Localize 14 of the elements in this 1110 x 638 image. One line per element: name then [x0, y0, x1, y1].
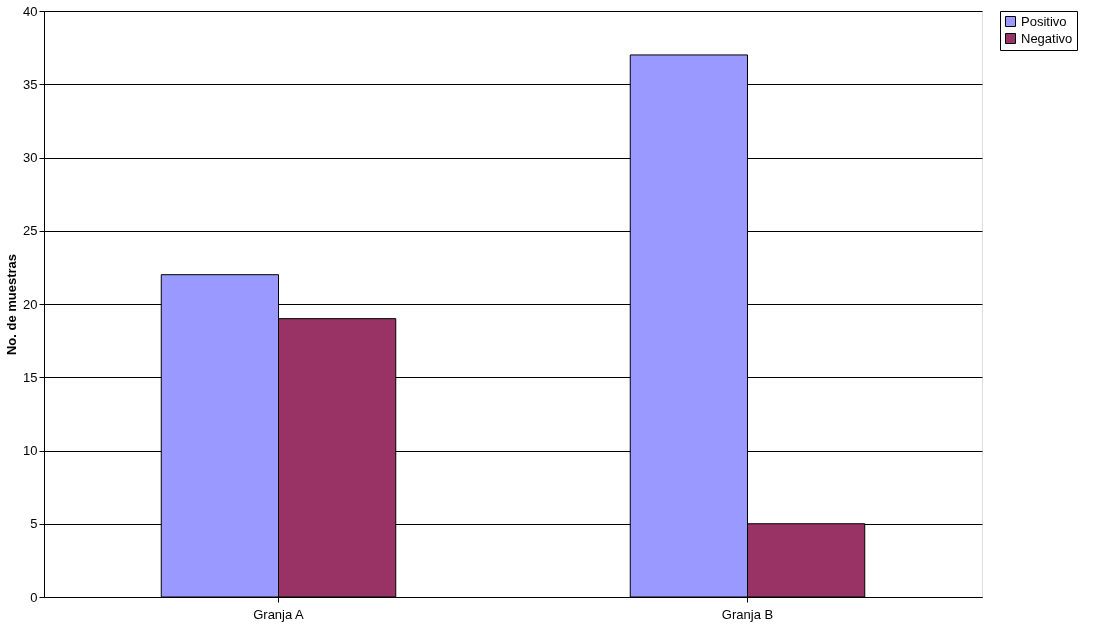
y-axis-title: No. de muestras	[4, 253, 20, 356]
x-tick-label: Granja A	[253, 606, 305, 622]
y-tick-label: 5	[30, 516, 38, 532]
y-tick-label: 10	[23, 443, 38, 458]
y-tick-label: 0	[30, 589, 38, 605]
y-tick-label: 20	[23, 296, 38, 312]
legend-label: Negativo	[1021, 30, 1073, 46]
y-tick-label: 15	[23, 369, 38, 385]
y-tick-label: 35	[23, 76, 38, 92]
y-tick-label: 25	[23, 223, 38, 239]
legend-label: Positivo	[1021, 13, 1067, 29]
x-tick-label: Granja B	[721, 606, 774, 622]
y-tick-label: 30	[23, 150, 38, 165]
y-tick-label: 40	[23, 3, 38, 19]
